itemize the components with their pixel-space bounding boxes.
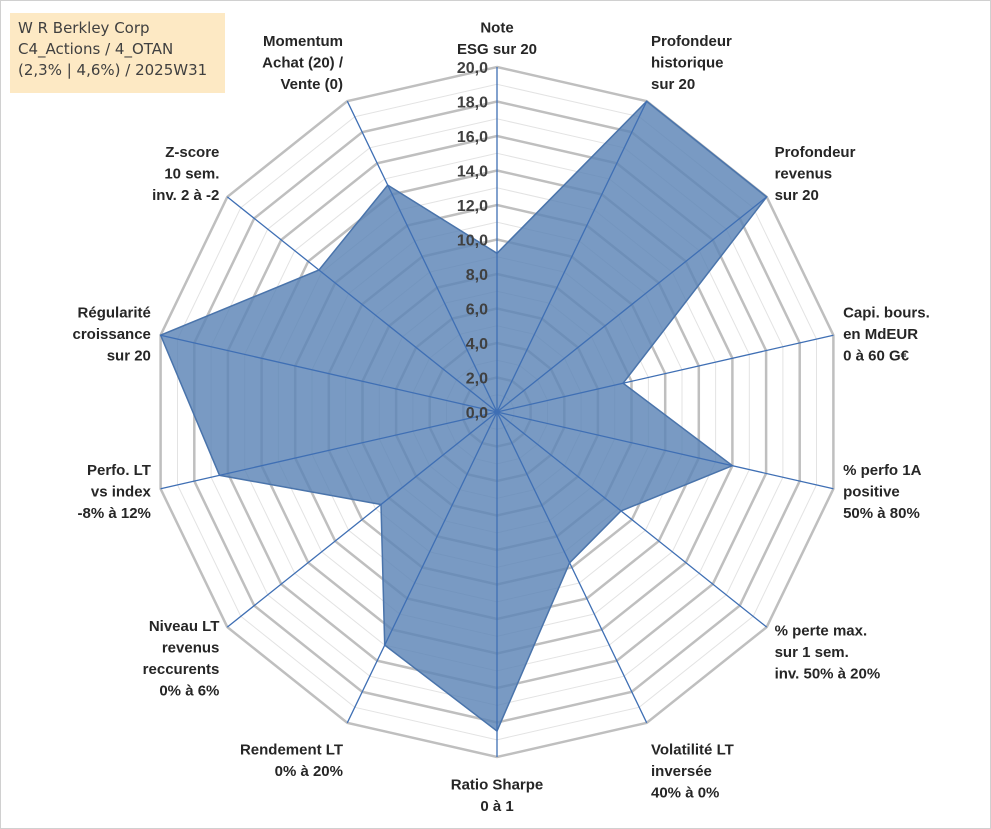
yield-and-week: (2,3% | 4,6%) / 2025W31	[18, 61, 208, 79]
axis-spoke	[226, 196, 498, 413]
axis-label: Régularité croissance sur 20	[73, 304, 151, 364]
axis-label: Ratio Sharpe 0 à 1	[451, 777, 544, 816]
portfolio-category: C4_Actions / 4_OTAN	[18, 40, 174, 58]
axis-spoke	[496, 100, 648, 413]
axis-labels: Note ESG sur 20 Profondeur historique sur 20…	[73, 20, 930, 816]
tick-label: 0,0	[466, 405, 488, 422]
axis-spoke	[346, 100, 498, 413]
tick-label: 18,0	[457, 95, 488, 112]
axis-label: % perte max. sur 1 sem. inv. 50% à 20%	[775, 623, 881, 683]
tick-label: 20,0	[457, 60, 488, 77]
chart-title-box: W R Berkley Corp C4_Actions / 4_OTAN (2,…	[10, 13, 225, 93]
tick-label: 16,0	[457, 129, 488, 146]
axis-spoke	[496, 411, 648, 724]
tick-label: 2,0	[466, 371, 488, 388]
axis-label: Volatilité LT inversée 40% à 0%	[651, 741, 734, 801]
axis-label: Rendement LT 0% à 20%	[240, 741, 343, 780]
tick-label: 14,0	[457, 164, 488, 181]
axis-spoke	[496, 196, 768, 413]
axis-label: % perfo 1A positive 50% à 80%	[843, 462, 922, 522]
axis-spoke	[160, 411, 498, 490]
axis-label: Note ESG sur 20	[457, 20, 537, 59]
company-name: W R Berkley Corp	[18, 19, 150, 37]
axis-label: Niveau LT revenus reccurents 0% à 6%	[143, 618, 220, 700]
tick-label: 4,0	[466, 336, 488, 353]
axis-spokes	[160, 67, 834, 757]
axis-spoke	[496, 411, 768, 628]
axis-spoke	[346, 411, 498, 724]
axis-label: Profondeur historique sur 20	[651, 33, 732, 93]
axis-spoke	[160, 334, 498, 413]
tick-label: 10,0	[457, 233, 488, 250]
axis-label: Momentum Achat (20) / Vente (0)	[262, 33, 344, 93]
axis-label: Perfo. LT vs index -8% à 12%	[78, 462, 152, 522]
axis-spoke	[496, 334, 834, 413]
tick-label: 12,0	[457, 198, 488, 215]
axis-spoke	[226, 411, 498, 628]
tick-label: 8,0	[466, 267, 488, 284]
tick-label: 6,0	[466, 302, 488, 319]
axis-spoke	[496, 411, 834, 490]
axis-label: Capi. bours. en MdEUR 0 à 60 G€	[843, 304, 930, 364]
axis-label: Profondeur revenus sur 20	[775, 144, 856, 204]
axis-label: Z-score 10 sem. inv. 2 à -2	[152, 144, 219, 204]
radial-tick-labels: 0,0 2,0 4,0 6,0 8,0 10,0 12,0 14,0 16,0 18,0 20,0	[457, 60, 488, 422]
